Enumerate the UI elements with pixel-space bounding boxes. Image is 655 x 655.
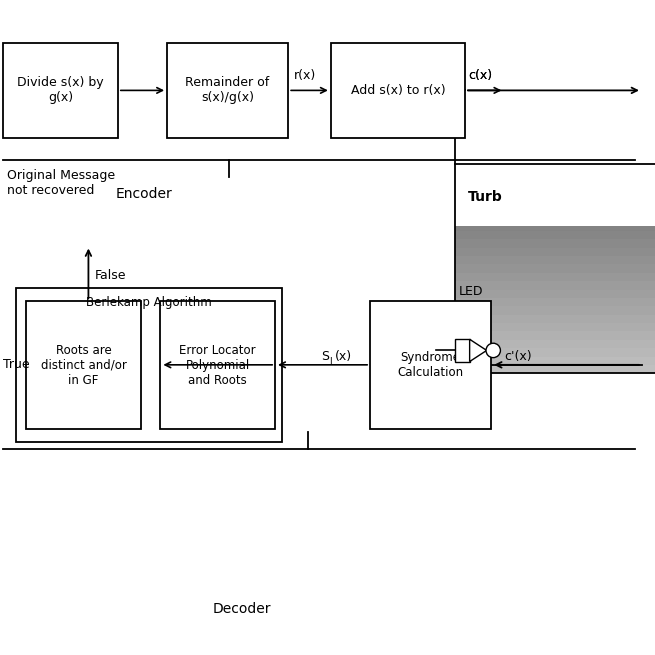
Bar	[455, 356, 655, 365]
Text: l: l	[329, 357, 331, 366]
Bar	[455, 256, 655, 265]
Bar	[455, 331, 655, 340]
Bar	[455, 348, 655, 356]
Circle shape	[486, 343, 500, 358]
Bar	[455, 323, 655, 331]
Text: Error Locator
Polynomial
and Roots: Error Locator Polynomial and Roots	[179, 344, 256, 386]
Text: c(x): c(x)	[468, 69, 493, 82]
Text: Remainder of
s(x)/g(x): Remainder of s(x)/g(x)	[185, 76, 270, 104]
Text: Add s(x) to r(x): Add s(x) to r(x)	[350, 84, 445, 96]
Bar	[455, 248, 655, 256]
Text: c'(x): c'(x)	[504, 350, 532, 364]
Text: True: True	[3, 358, 30, 371]
Bar	[455, 164, 655, 226]
Text: Turb: Turb	[468, 189, 503, 204]
Bar	[455, 339, 470, 362]
Text: Decoder: Decoder	[213, 602, 272, 616]
Text: Divide s(x) by
g(x): Divide s(x) by g(x)	[17, 76, 104, 104]
Bar	[331, 43, 465, 138]
Polygon shape	[470, 339, 487, 362]
Bar	[455, 164, 655, 373]
Text: LED: LED	[458, 285, 483, 298]
Bar	[455, 172, 655, 181]
Text: c(x): c(x)	[468, 69, 493, 82]
Bar	[455, 214, 655, 223]
Bar	[370, 301, 491, 429]
Text: False: False	[95, 269, 126, 282]
Bar	[455, 197, 655, 206]
Text: (x): (x)	[335, 350, 352, 364]
Text: Original Message
not recovered: Original Message not recovered	[7, 168, 115, 196]
Bar	[455, 239, 655, 248]
Bar	[455, 206, 655, 214]
Bar	[455, 298, 655, 307]
Bar	[455, 164, 655, 172]
Bar	[455, 314, 655, 323]
Bar	[167, 43, 288, 138]
Bar	[455, 189, 655, 197]
Bar	[455, 265, 655, 272]
Bar	[3, 43, 118, 138]
Text: r(x): r(x)	[293, 69, 316, 82]
Bar	[455, 281, 655, 290]
Bar	[455, 231, 655, 239]
Text: S: S	[321, 350, 329, 364]
Bar	[455, 272, 655, 281]
Text: Berlekamp Algorithm: Berlekamp Algorithm	[86, 296, 212, 309]
Bar	[455, 307, 655, 314]
Text: Roots are
distinct and/or
in GF: Roots are distinct and/or in GF	[41, 344, 126, 386]
Bar	[455, 290, 655, 298]
Text: Encoder: Encoder	[116, 187, 172, 200]
Text: Syndrome
Calculation: Syndrome Calculation	[398, 351, 464, 379]
Bar	[455, 223, 655, 231]
Bar	[16, 288, 282, 442]
Bar	[455, 365, 655, 373]
Bar	[160, 301, 275, 429]
Bar	[26, 301, 141, 429]
Bar	[455, 181, 655, 189]
Bar	[455, 340, 655, 348]
